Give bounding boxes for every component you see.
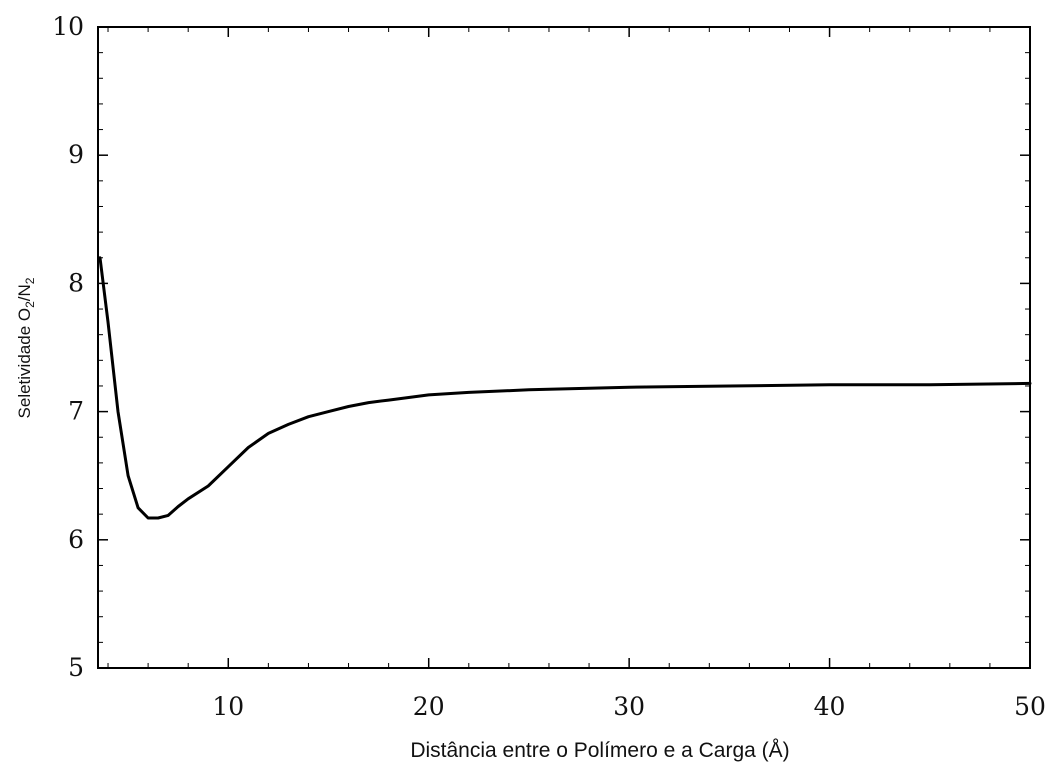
y-axis-title: Seletividade O2/N2: [15, 277, 37, 418]
x-tick-label: 10: [212, 692, 244, 721]
axis-ticks: [98, 26, 1031, 669]
y-tick-label: 8: [68, 268, 84, 297]
x-tick-label: 30: [613, 692, 645, 721]
y-tick-label: 6: [68, 525, 84, 554]
series-line: [98, 256, 1032, 520]
x-tick-label: 50: [1014, 692, 1046, 721]
y-tick-label: 9: [68, 140, 84, 169]
plot-frame: [97, 26, 1031, 669]
x-axis-title: Distância entre o Polímero e a Carga (Å): [410, 739, 789, 762]
x-tick-label: 20: [413, 692, 445, 721]
y-tick-label: 5: [68, 653, 84, 682]
axis-tick-labels: 10 20 30 40 50 5 6 7 8 9 10: [52, 12, 1046, 721]
y-tick-label: 7: [68, 397, 84, 426]
y-tick-label: 10: [52, 12, 84, 41]
x-tick-label: 40: [814, 692, 846, 721]
